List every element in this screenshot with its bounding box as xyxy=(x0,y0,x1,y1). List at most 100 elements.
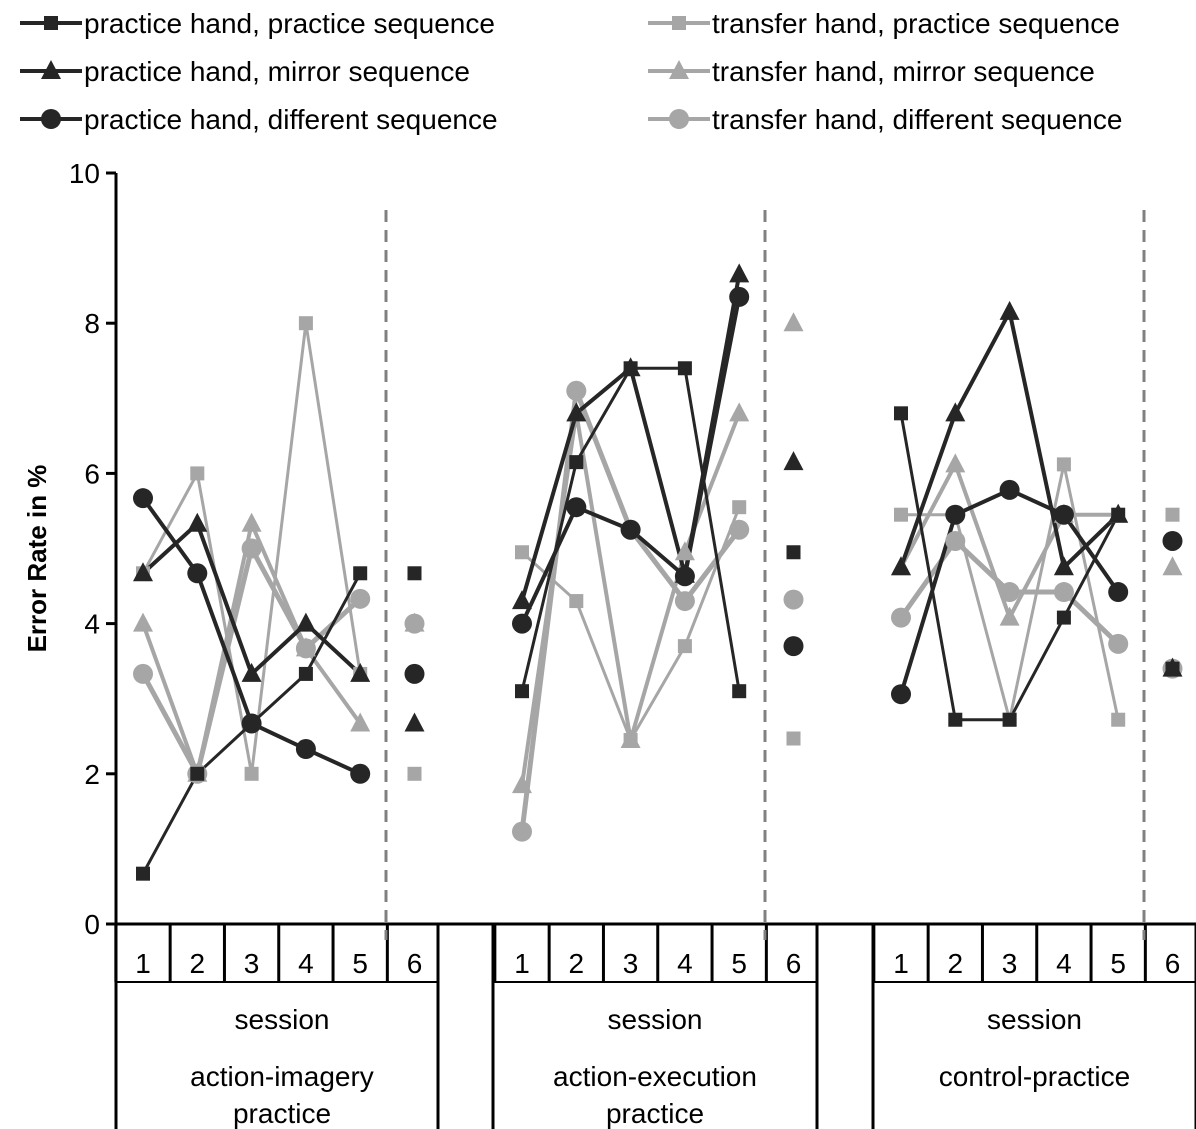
data-point xyxy=(404,613,425,634)
y-tick-label: 10 xyxy=(69,158,100,189)
session-tick-label: 2 xyxy=(948,948,964,979)
session-tick-label: 1 xyxy=(135,948,151,979)
chart-frame xyxy=(106,171,1196,1129)
session-tick-label: 4 xyxy=(677,948,693,979)
data-point xyxy=(515,684,529,699)
data-point xyxy=(729,263,750,283)
data-point xyxy=(298,666,313,681)
group-label: practice xyxy=(606,1098,704,1129)
session-tick-label: 6 xyxy=(1165,948,1181,979)
data-point xyxy=(295,739,316,760)
data-point xyxy=(1108,582,1129,603)
session-tick-label: 3 xyxy=(1002,948,1018,979)
data-point xyxy=(999,582,1020,603)
legend: practice hand, practice sequence practice… xyxy=(20,8,1122,135)
data-point xyxy=(187,563,208,584)
session-tick-label: 6 xyxy=(407,948,423,979)
data-point xyxy=(677,361,692,376)
legend-label: transfer hand, different sequence xyxy=(712,104,1122,135)
session-tick-label: 4 xyxy=(1056,948,1072,979)
legend-marker xyxy=(41,109,61,129)
data-point xyxy=(674,541,695,561)
group-label: control-practice xyxy=(939,1061,1130,1092)
data-point xyxy=(999,300,1020,320)
data-point xyxy=(1162,556,1183,576)
data-point xyxy=(945,530,966,551)
data-point xyxy=(187,512,208,532)
y-tick-label: 6 xyxy=(84,458,100,489)
data-point xyxy=(566,380,587,401)
data-point xyxy=(1053,582,1074,603)
data-point xyxy=(783,451,804,471)
data-point xyxy=(729,286,750,307)
data-point xyxy=(1111,712,1126,727)
y-tick-label: 8 xyxy=(84,308,100,339)
y-axis-label: Error Rate in % xyxy=(22,465,52,653)
data-point xyxy=(677,639,692,654)
session-tick-label: 5 xyxy=(731,948,747,979)
session-label: session xyxy=(987,1004,1082,1035)
series-line xyxy=(140,546,362,777)
session-tick-label: 5 xyxy=(1110,948,1126,979)
data-point xyxy=(620,519,641,540)
y-tick-label: 0 xyxy=(84,909,100,940)
data-point xyxy=(295,612,316,632)
data-point xyxy=(569,594,584,609)
data-point xyxy=(1108,503,1129,523)
session-label: session xyxy=(608,1004,703,1035)
data-point xyxy=(786,731,801,746)
session-tick-label: 1 xyxy=(893,948,909,979)
data-point xyxy=(512,613,532,634)
data-point xyxy=(999,606,1020,626)
data-point xyxy=(729,519,750,540)
data-point xyxy=(894,507,908,522)
data-point xyxy=(298,316,313,331)
data-point xyxy=(244,766,259,781)
series-markers xyxy=(133,263,1183,881)
data-point xyxy=(133,562,153,582)
session-tick-label: 1 xyxy=(514,948,530,979)
group-label: action-execution xyxy=(553,1061,757,1092)
legend-label: practice hand, practice sequence xyxy=(84,8,495,39)
group-label: action-imagery xyxy=(190,1061,374,1092)
axis-labels: 0 2 4 6 8 10 Error Rate in % 1 2 3 4 5 6 session actio… xyxy=(22,158,1180,1129)
data-point xyxy=(1162,657,1183,677)
data-point xyxy=(674,591,695,612)
data-point xyxy=(566,402,587,422)
data-point xyxy=(512,590,532,610)
data-point xyxy=(620,729,641,749)
data-point xyxy=(241,512,262,532)
session-tick-label: 2 xyxy=(190,948,206,979)
data-point xyxy=(783,636,804,657)
legend-marker xyxy=(672,16,686,30)
session-tick-label: 5 xyxy=(352,948,368,979)
legend-marker xyxy=(669,109,689,129)
session-label: session xyxy=(235,1004,330,1035)
data-point xyxy=(190,466,205,481)
data-point xyxy=(512,821,532,842)
data-point xyxy=(295,638,316,659)
y-tick-label: 4 xyxy=(84,609,100,640)
data-point xyxy=(136,866,150,881)
data-point xyxy=(190,766,205,781)
data-point xyxy=(407,766,422,781)
session-tick-label: 6 xyxy=(786,948,802,979)
data-point xyxy=(945,453,966,473)
data-point xyxy=(786,545,801,560)
data-point xyxy=(999,479,1020,500)
legend-marker xyxy=(669,60,689,79)
data-point xyxy=(133,612,153,632)
data-point xyxy=(133,488,153,509)
group-label: practice xyxy=(233,1098,331,1129)
data-point xyxy=(729,402,750,422)
data-point xyxy=(732,684,747,699)
legend-label: practice hand, different sequence xyxy=(84,104,498,135)
legend-label: transfer hand, mirror sequence xyxy=(712,56,1095,87)
data-point xyxy=(894,406,908,421)
session-tick-label: 3 xyxy=(623,948,639,979)
data-point xyxy=(404,663,425,684)
legend-label: transfer hand, practice sequence xyxy=(712,8,1120,39)
data-point xyxy=(1056,610,1071,625)
data-point xyxy=(1162,530,1183,551)
data-point xyxy=(350,588,371,609)
